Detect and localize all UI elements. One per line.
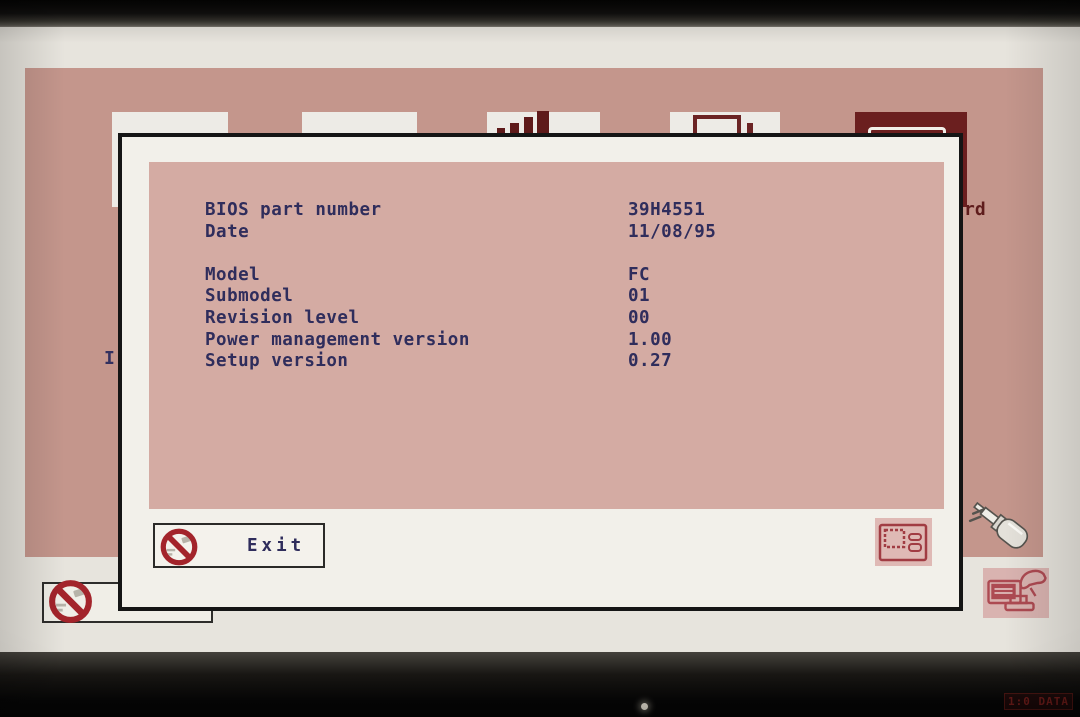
prohibition-exit-icon (158, 526, 200, 568)
circuit-board-icon (878, 523, 928, 562)
field-value: 0.27 (628, 351, 673, 372)
memory-chips-icon (537, 111, 549, 133)
field-label: Submodel (205, 286, 294, 307)
field-value: 00 (628, 307, 651, 328)
field-value: 1.00 (628, 329, 673, 350)
field-label: Date (205, 221, 250, 242)
info-row: Model FC (205, 265, 945, 287)
info-row-spacer (205, 243, 945, 265)
monitor-bezel-bottom (0, 652, 1080, 717)
restart-button[interactable] (983, 568, 1049, 618)
exit-button-label: Exit (247, 535, 306, 556)
info-row: BIOS part number 39H4551 (205, 200, 945, 222)
field-value: 11/08/95 (628, 221, 717, 242)
monitor-bezel-top (0, 0, 1080, 27)
field-label: Power management version (205, 329, 470, 350)
exit-button[interactable]: Exit (153, 523, 325, 568)
field-value: 01 (628, 286, 651, 307)
prohibition-exit-icon (46, 577, 95, 626)
field-label: Setup version (205, 351, 349, 372)
info-panel (149, 162, 944, 509)
info-row: Date 11/08/95 (205, 222, 945, 244)
field-label: Revision level (205, 307, 360, 328)
field-value: FC (628, 264, 651, 285)
screwdriver-icon[interactable] (966, 500, 1040, 554)
memory-chips-icon (524, 117, 533, 133)
field-label: Model (205, 264, 261, 285)
system-board-tile (875, 518, 932, 566)
memory-chips-icon (510, 123, 519, 133)
info-row: Power management version 1.00 (205, 330, 945, 352)
info-rows: BIOS part number 39H4551 Date 11/08/95 Mod… (205, 200, 945, 373)
memory-chips-icon (497, 128, 505, 133)
osd-status-badge: 1:0 DATA (1004, 693, 1073, 710)
power-led (641, 703, 648, 710)
info-row: Submodel 01 (205, 286, 945, 308)
info-row: Revision level 00 (205, 308, 945, 330)
occluded-label-right: rd (964, 199, 986, 220)
bios-info-dialog: BIOS part number 39H4551 Date 11/08/95 Mod… (118, 133, 963, 611)
occluded-label-left: I (104, 348, 115, 369)
field-value: 39H4551 (628, 200, 706, 220)
field-label: BIOS part number (205, 200, 382, 220)
monitor-outline-icon (747, 123, 753, 133)
computer-with-hand-icon (987, 569, 1047, 612)
info-row: Setup version 0.27 (205, 351, 945, 373)
